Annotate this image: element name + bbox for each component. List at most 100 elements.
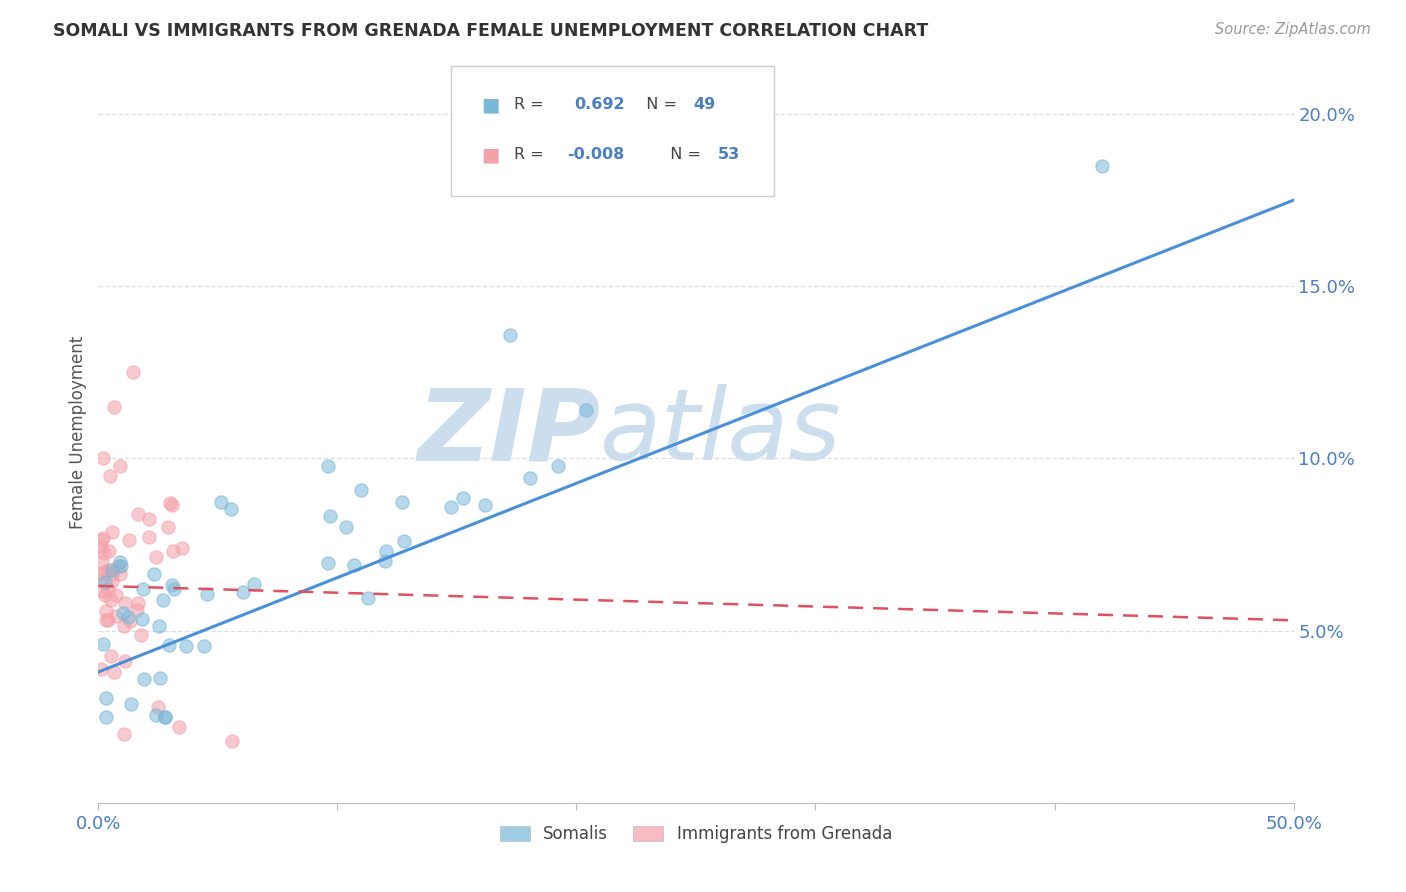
Legend: Somalis, Immigrants from Grenada: Somalis, Immigrants from Grenada — [494, 819, 898, 850]
Point — [374, 544, 396, 558]
Point — [114, 655, 136, 669]
Point — [101, 524, 124, 539]
Point — [172, 541, 194, 555]
Point — [94, 613, 117, 627]
Point — [547, 459, 569, 474]
Point — [162, 544, 184, 558]
Y-axis label: Female Unemployment: Female Unemployment — [69, 336, 87, 529]
Point — [120, 615, 142, 629]
Point — [163, 582, 186, 596]
Point — [575, 403, 598, 417]
Point — [319, 509, 342, 524]
Point — [499, 328, 522, 343]
Point — [98, 468, 121, 483]
Text: 49: 49 — [693, 97, 716, 112]
Point — [117, 533, 139, 548]
Point — [209, 495, 232, 509]
Point — [125, 603, 148, 617]
Text: SOMALI VS IMMIGRANTS FROM GRENADA FEMALE UNEMPLOYMENT CORRELATION CHART: SOMALI VS IMMIGRANTS FROM GRENADA FEMALE… — [53, 22, 929, 40]
Text: R =: R = — [515, 147, 550, 162]
Point — [316, 459, 339, 474]
Point — [145, 708, 167, 723]
Point — [343, 558, 366, 572]
Point — [145, 550, 167, 565]
Text: N =: N = — [661, 147, 706, 162]
Point — [316, 556, 339, 570]
Text: 53: 53 — [717, 147, 740, 162]
Point — [94, 565, 117, 579]
Text: ZIP: ZIP — [418, 384, 600, 481]
Point — [94, 709, 117, 723]
Point — [1091, 159, 1114, 173]
Point — [156, 520, 179, 534]
Point — [138, 530, 160, 544]
Point — [519, 471, 541, 485]
Point — [97, 582, 120, 597]
Point — [127, 507, 149, 521]
Point — [131, 612, 153, 626]
Point — [110, 555, 132, 569]
Point — [146, 699, 169, 714]
Point — [149, 671, 172, 685]
Point — [90, 533, 112, 548]
Text: ■: ■ — [481, 145, 499, 164]
Point — [90, 566, 112, 580]
Point — [96, 604, 118, 618]
Point — [100, 648, 122, 663]
Text: N =: N = — [637, 97, 682, 112]
Point — [112, 727, 135, 741]
Point — [193, 639, 215, 653]
Point — [157, 638, 180, 652]
Point — [94, 574, 117, 589]
Point — [112, 606, 135, 620]
Point — [91, 637, 114, 651]
Point — [97, 613, 120, 627]
Point — [174, 639, 197, 653]
Point — [121, 365, 143, 379]
Point — [243, 576, 266, 591]
Point — [357, 591, 380, 605]
Point — [94, 691, 117, 706]
Point — [153, 709, 176, 723]
Point — [107, 559, 129, 574]
Point — [91, 451, 114, 466]
Point — [221, 734, 243, 748]
Point — [112, 618, 135, 632]
Point — [110, 566, 132, 581]
Point — [93, 589, 115, 603]
Point — [90, 584, 112, 599]
Text: atlas: atlas — [600, 384, 842, 481]
Point — [100, 574, 122, 589]
Point — [153, 709, 176, 723]
Point — [105, 609, 128, 624]
Point — [91, 555, 114, 569]
Point — [96, 563, 118, 577]
Point — [160, 498, 183, 512]
Point — [90, 574, 112, 588]
Point — [453, 491, 475, 505]
Point — [162, 578, 184, 592]
Point — [159, 496, 181, 510]
Point — [335, 520, 357, 534]
Point — [90, 540, 112, 554]
Point — [114, 596, 136, 610]
Point — [152, 593, 174, 607]
Point — [103, 665, 125, 679]
Point — [374, 554, 396, 568]
Point — [104, 588, 127, 602]
Text: ■: ■ — [481, 95, 499, 114]
Point — [101, 567, 124, 582]
Point — [350, 483, 373, 497]
Point — [219, 502, 242, 516]
Point — [142, 567, 165, 582]
Point — [138, 512, 160, 526]
Point — [101, 563, 124, 577]
Point — [474, 499, 496, 513]
Point — [195, 587, 218, 601]
FancyBboxPatch shape — [451, 66, 773, 195]
Point — [134, 672, 156, 686]
Point — [90, 661, 112, 675]
Point — [132, 582, 155, 596]
Point — [103, 400, 125, 414]
Point — [93, 531, 115, 545]
